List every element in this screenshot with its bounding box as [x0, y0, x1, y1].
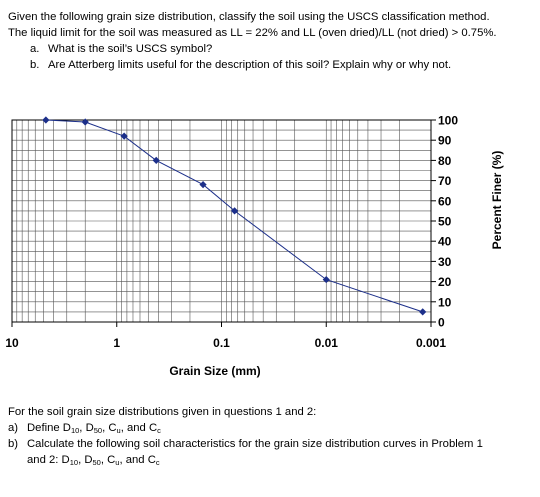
- x-tick-label: 0.1: [213, 336, 230, 350]
- part-b-text: Are Atterberg limits useful for the desc…: [48, 59, 452, 71]
- data-point-marker: [42, 116, 50, 124]
- part-a-text: What is the soil’s USCS symbol?: [48, 43, 213, 55]
- chart-grid: [11, 119, 432, 323]
- y-tick-label: 0: [438, 316, 445, 330]
- part-b-marker: b.: [30, 59, 40, 71]
- y-tick-label: 30: [438, 255, 452, 269]
- x-tick-label: 1: [113, 336, 120, 350]
- x-axis-ticks: 10 1 0.1 0.01 0.001: [5, 322, 446, 350]
- problem-intro-line1: Given the following grain size distribut…: [8, 11, 490, 23]
- y-axis-label: Percent Finer (%): [490, 151, 504, 250]
- data-point-marker: [419, 308, 427, 316]
- series-markers: [42, 116, 427, 316]
- data-point-marker: [322, 275, 330, 284]
- data-point-marker: [81, 118, 89, 126]
- problem-intro-line2: The liquid limit for the soil was measur…: [8, 27, 497, 39]
- x-tick-label: 0.01: [315, 336, 339, 350]
- x-tick-label: 0.001: [416, 336, 446, 350]
- y-tick-label: 100: [438, 114, 458, 128]
- x-axis-label: Grain Size (mm): [169, 364, 260, 378]
- y-tick-label: 80: [438, 154, 452, 168]
- data-point-marker: [152, 156, 160, 164]
- x-tick-label: 10: [5, 336, 19, 350]
- y-tick-label: 70: [438, 174, 452, 188]
- y-tick-label: 40: [438, 235, 452, 249]
- series-line: [45, 119, 423, 313]
- followup-a-text: Define D10, D50, Cu, and Cc: [27, 422, 161, 435]
- data-point-marker: [199, 181, 207, 189]
- y-tick-label: 50: [438, 215, 452, 229]
- part-a-marker: a.: [30, 43, 40, 55]
- followup-b-text-line2: and 2: D10, D50, Cu, and Cc: [27, 454, 160, 467]
- followup-intro: For the soil grain size distributions gi…: [8, 406, 317, 418]
- data-point-marker: [120, 132, 128, 140]
- y-tick-label: 90: [438, 134, 452, 148]
- followup-b-text: Calculate the following soil characteris…: [27, 438, 483, 450]
- followup-b-marker: b): [8, 438, 19, 450]
- y-tick-label: 20: [438, 275, 452, 289]
- y-tick-label: 10: [438, 295, 452, 309]
- data-point-marker: [230, 207, 239, 215]
- y-axis-ticks: 0 10 20 30 40 50 60 70 80 90 100: [431, 114, 458, 330]
- followup-a-marker: a): [8, 422, 19, 434]
- y-tick-label: 60: [438, 194, 452, 208]
